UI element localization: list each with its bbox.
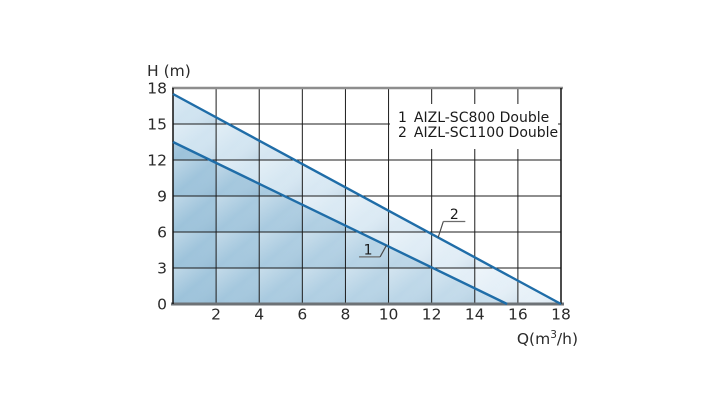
- x-tick-16: 16: [508, 306, 528, 324]
- x-tick-4: 4: [254, 306, 264, 324]
- chart-frame: [171, 86, 564, 306]
- curve-label-leader-2: [437, 221, 444, 238]
- x-tick-18: 18: [551, 306, 571, 324]
- x-tick-6: 6: [297, 306, 307, 324]
- curve-label-2: 2: [450, 207, 459, 223]
- curve-callouts: 12: [359, 207, 466, 258]
- pump-curve-1: [172, 140, 508, 306]
- x-tick-2: 2: [211, 306, 221, 324]
- y-tick-18: 18: [147, 80, 167, 98]
- x-axis-title: Q(m3/h): [517, 329, 578, 348]
- x-tick-14: 14: [465, 306, 485, 324]
- legend-entry-sc1100: 2 AIZL-SC1100 Double: [398, 125, 558, 141]
- y-tick-6: 6: [157, 224, 167, 242]
- curve-label-leader-1: [379, 245, 387, 258]
- legend-background: [390, 104, 558, 149]
- y-tick-3: 3: [157, 260, 167, 278]
- y-tick-15: 15: [147, 116, 167, 134]
- x-tick-8: 8: [341, 306, 351, 324]
- curve-label-1: 1: [364, 242, 373, 258]
- y-tick-12: 12: [147, 152, 167, 170]
- x-tick-10: 10: [379, 306, 399, 324]
- y-tick-0: 0: [157, 296, 167, 314]
- x-tick-12: 12: [422, 306, 442, 324]
- chart-legend: 1 AIZL-SC800 Double 2 AIZL-SC1100 Double: [390, 104, 558, 149]
- pump-curves: [172, 92, 562, 306]
- pump-curve-2: [172, 92, 562, 306]
- legend-entry-sc800: 1 AIZL-SC800 Double: [398, 110, 549, 126]
- axis-titles: H (m) Q(m3/h): [147, 62, 578, 348]
- y-tick-9: 9: [157, 188, 167, 206]
- y-axis-title: H (m): [147, 62, 191, 80]
